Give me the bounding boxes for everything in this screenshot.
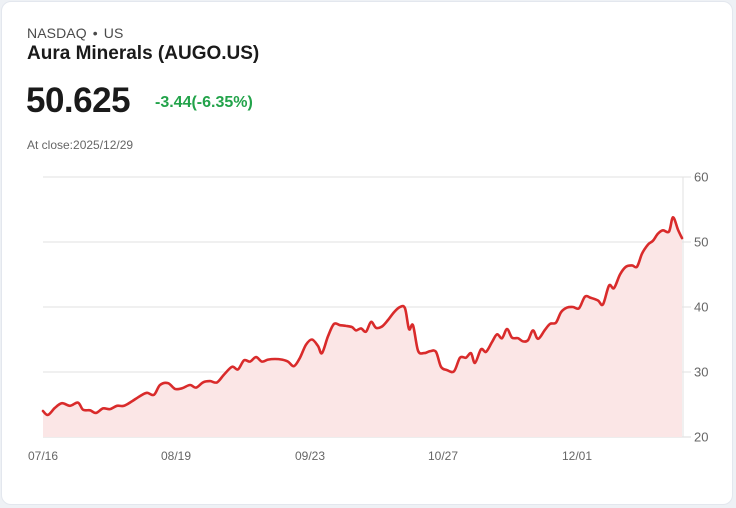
x-tick-label: 09/23	[295, 449, 325, 463]
y-tick-label: 50	[694, 235, 708, 250]
region: US	[103, 25, 124, 41]
price-change: -3.44(-6.35%)	[155, 94, 253, 111]
x-tick-label: 07/16	[28, 449, 58, 463]
y-tick-label: 30	[694, 365, 708, 380]
stock-title: Aura Minerals (AUGO.US)	[27, 43, 260, 64]
close-timestamp: At close:2025/12/29	[27, 138, 134, 152]
y-tick-label: 20	[694, 430, 708, 445]
x-tick-label: 08/19	[161, 449, 191, 463]
current-price: 50.625	[26, 81, 131, 120]
x-tick-label: 12/01	[562, 449, 592, 463]
price-line[interactable]	[41, 215, 684, 417]
exchange-line: NASDAQ • US	[27, 25, 123, 41]
x-axis-labels: 07/16 08/19 09/23 10/27 12/01	[28, 449, 592, 463]
y-tick-label: 60	[694, 170, 708, 185]
x-tick-label: 10/27	[428, 449, 458, 463]
separator-dot: •	[92, 25, 98, 41]
y-tick-label: 40	[694, 300, 708, 315]
y-axis-labels: 60 50 40 30 20	[694, 170, 708, 445]
price-area-fill	[43, 217, 682, 437]
exchange-name: NASDAQ	[27, 25, 87, 41]
